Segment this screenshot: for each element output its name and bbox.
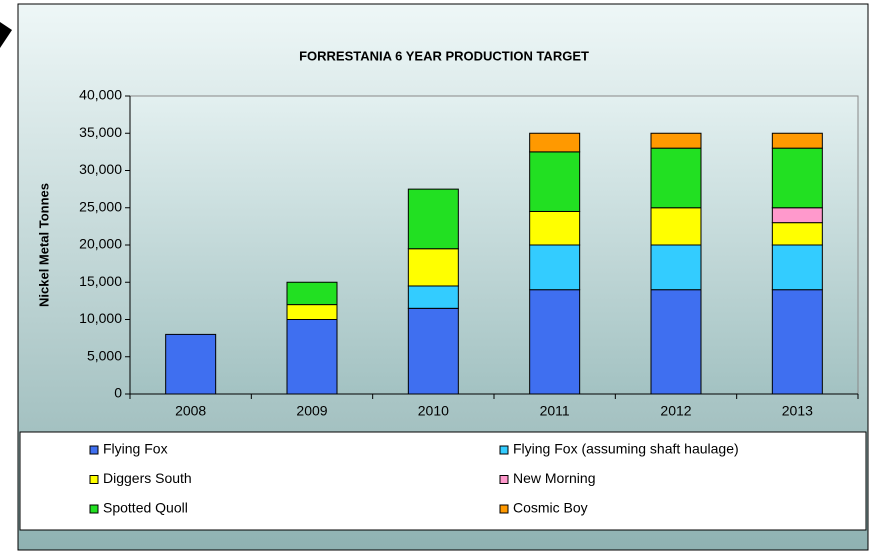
bar-segment [650,207,702,246]
bar-segment [771,222,823,246]
y-tick-label: 25,000 [79,198,122,214]
legend-label: Spotted Quoll [103,500,188,516]
legend-swatch [499,475,509,484]
bar-segment [650,132,702,149]
bar-segment [165,333,217,395]
bar-segment [529,210,581,246]
legend-label: Flying Fox (assuming shaft haulage) [513,441,739,457]
bar-segment [650,289,702,395]
legend-swatch [89,504,99,514]
legend-label: Flying Fox [103,441,168,457]
legend-swatch [89,445,99,455]
bar-segment [529,132,581,153]
y-tick-label: 35,000 [79,124,122,140]
legend-swatch [89,475,99,484]
y-tick-label: 10,000 [79,310,122,326]
x-tick-label: 2011 [540,403,570,419]
bar-segment [407,285,459,309]
chart-title: FORRESTANIA 6 YEAR PRODUCTION TARGET [299,48,589,63]
x-tick-label: 2012 [660,403,691,419]
legend-label: New Morning [513,470,595,486]
arrow-fragment [0,22,12,48]
bar-segment [771,147,823,209]
x-tick-label: 2013 [782,403,813,419]
legend-swatch [499,504,509,514]
y-tick-label: 30,000 [79,161,122,177]
bar-segment [771,289,823,395]
bar-segment [771,207,823,224]
plot-area [129,95,859,395]
bar-segment [529,151,581,212]
legend-box [19,431,867,531]
bar-segment [407,188,459,250]
y-tick-label: 5,000 [87,347,122,363]
y-tick-label: 20,000 [79,236,122,252]
bar-segment [286,304,338,321]
y-tick-label: 0 [114,385,122,401]
bar-segment [650,244,702,291]
bar-segment [286,319,338,395]
bar-segment [529,244,581,291]
x-tick-label: 2010 [418,403,449,419]
bar-segment [407,248,459,287]
y-tick-label: 40,000 [79,87,122,103]
bar-segment [650,147,702,209]
bar-segment [407,307,459,395]
bar-segment [286,281,338,306]
legend-label: Cosmic Boy [513,500,588,516]
bar-segment [771,244,823,291]
legend-swatch [499,445,509,455]
x-tick-label: 2009 [296,403,327,419]
bar-segment [529,289,581,395]
legend-label: Diggers South [103,470,192,486]
x-tick-label: 2008 [175,403,206,419]
bar-segment [771,132,823,149]
y-tick-label: 15,000 [79,273,122,289]
y-axis-label: Nickel Metal Tonnes [36,183,51,307]
